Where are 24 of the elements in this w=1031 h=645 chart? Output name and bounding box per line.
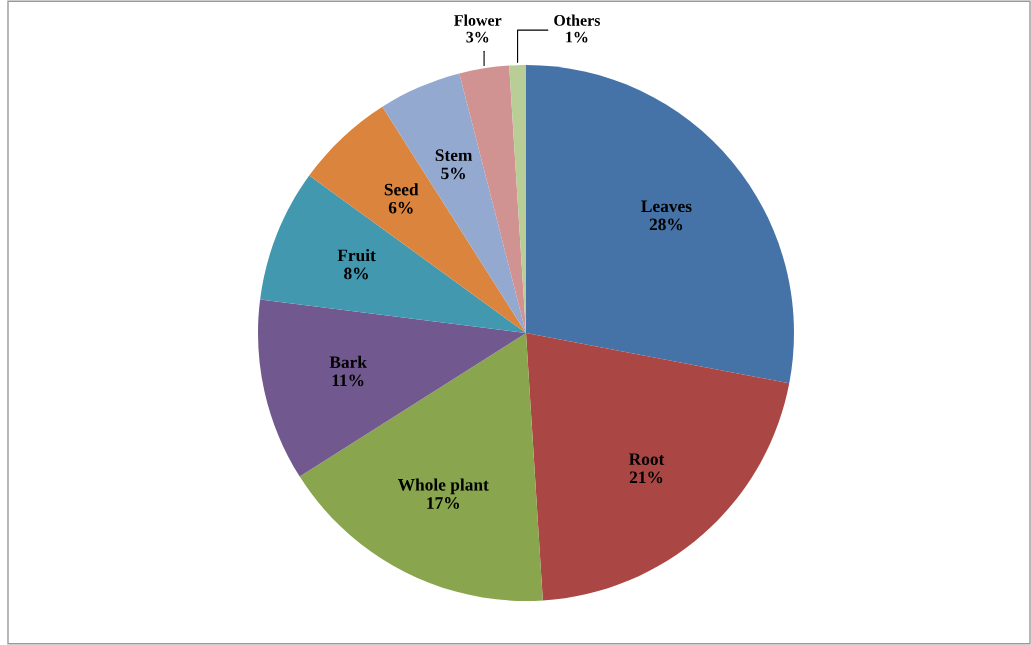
pie-slice (258, 299, 526, 477)
data-label: 17% (427, 497, 459, 509)
slice-label: Root (628, 453, 665, 465)
pie-slice (382, 73, 526, 333)
data-label: 5% (441, 167, 466, 180)
slice-label: Seed (384, 183, 419, 196)
pie-slice (309, 106, 526, 333)
data-label: 6% (388, 201, 413, 214)
data-label: 28% (649, 218, 683, 231)
pie-slice (526, 333, 790, 601)
slice-label: Stem (435, 149, 473, 162)
pie-slice (526, 65, 794, 384)
data-label: 3% (466, 31, 489, 43)
slice-label: Whole plant (397, 478, 489, 495)
slice-label: Fruit (337, 248, 376, 262)
slice-label: Flower (454, 14, 502, 26)
slice-label: Bark (329, 355, 367, 369)
data-label: 21% (629, 471, 663, 484)
data-label: 8% (344, 267, 368, 280)
pie-slice (299, 333, 543, 601)
slice-label: Others (554, 14, 601, 26)
data-label: 1% (566, 31, 588, 43)
data-label: 11% (332, 374, 364, 387)
slice-label: Leaves (641, 200, 692, 213)
